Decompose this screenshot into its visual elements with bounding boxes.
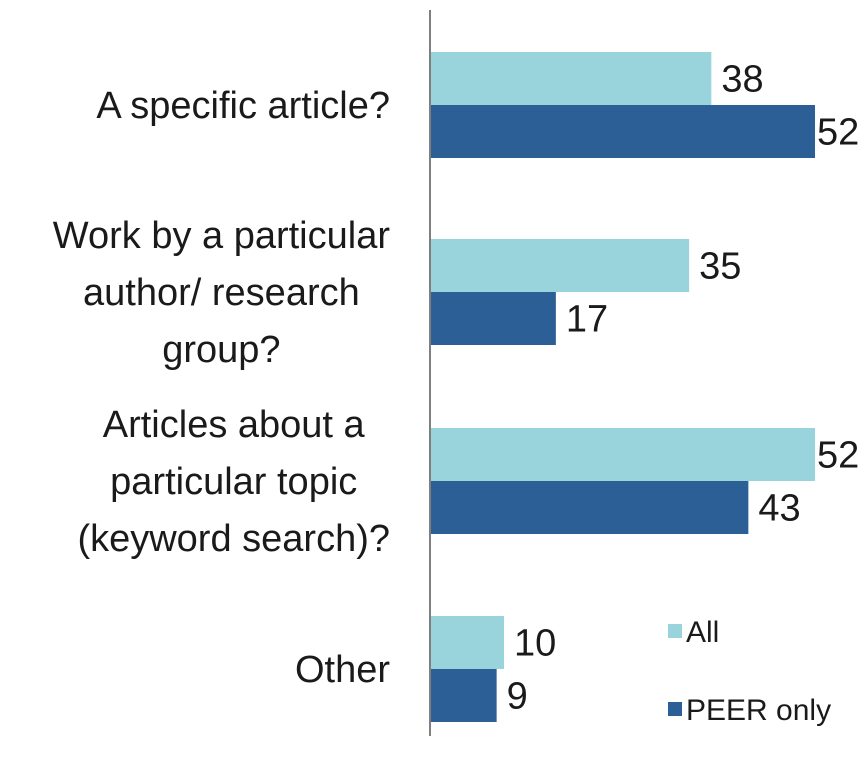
bar-all-0 bbox=[430, 52, 712, 105]
legend: All PEER only bbox=[668, 616, 831, 727]
category-label-3: Other bbox=[295, 649, 390, 691]
bar-all-3 bbox=[430, 616, 505, 669]
bars-group bbox=[430, 52, 815, 722]
legend-swatch-all bbox=[668, 624, 682, 638]
bar-peer-only-1 bbox=[430, 292, 556, 345]
category-label-2: Articles about a particular topic (keyword… bbox=[77, 404, 390, 560]
value-label-peer-only-0: 52 bbox=[817, 112, 859, 154]
value-label-all-2: 52 bbox=[817, 435, 859, 477]
category-labels-group: A specific article? Work by a particular a… bbox=[53, 85, 391, 691]
value-label-all-1: 35 bbox=[699, 246, 741, 288]
bar-peer-only-2 bbox=[430, 481, 749, 534]
value-label-peer-only-3: 9 bbox=[507, 676, 528, 718]
bar-peer-only-0 bbox=[430, 105, 815, 158]
bar-peer-only-3 bbox=[430, 669, 497, 722]
legend-swatch-peer-only bbox=[668, 702, 682, 716]
category-label-0: A specific article? bbox=[96, 85, 390, 127]
bar-all-1 bbox=[430, 239, 690, 292]
value-label-all-0: 38 bbox=[721, 59, 763, 101]
category-label-1: Work by a particular author/ research grou… bbox=[53, 215, 391, 371]
bar-all-2 bbox=[430, 428, 815, 481]
value-labels-group: 38 52 35 17 52 43 10 9 bbox=[507, 59, 860, 718]
legend-label-peer-only: PEER only bbox=[686, 694, 831, 727]
value-label-peer-only-2: 43 bbox=[758, 488, 800, 530]
value-label-all-3: 10 bbox=[514, 623, 556, 665]
value-label-peer-only-1: 17 bbox=[566, 299, 608, 341]
legend-label-all: All bbox=[686, 616, 719, 649]
